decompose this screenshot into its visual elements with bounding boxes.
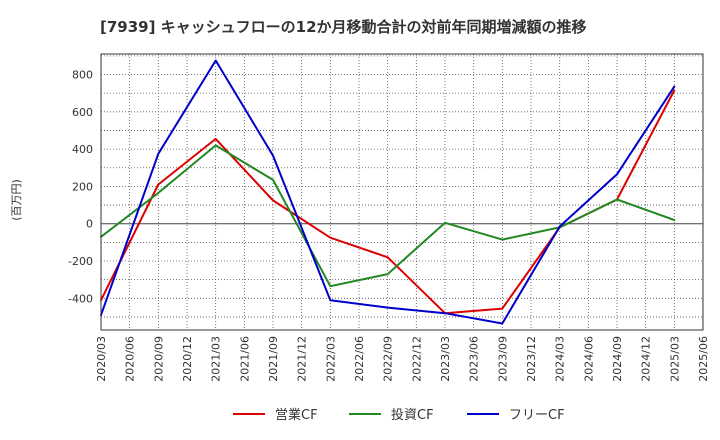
x-tick-label: 2024/12 bbox=[640, 336, 653, 382]
legend: 営業CF 投資CF フリーCF bbox=[233, 407, 565, 423]
legend-label: 営業CF bbox=[275, 407, 318, 423]
y-tick-label: 800 bbox=[72, 69, 93, 82]
x-tick-label: 2021/06 bbox=[238, 336, 251, 382]
x-tick-label: 2023/09 bbox=[496, 336, 509, 382]
x-tick-label: 2023/06 bbox=[468, 336, 481, 382]
y-tick-label: 400 bbox=[72, 143, 93, 156]
x-tick-label: 2020/09 bbox=[152, 336, 165, 382]
x-tick-label: 2021/03 bbox=[210, 336, 223, 382]
horizontal-grid bbox=[101, 55, 703, 318]
x-tick-label: 2022/03 bbox=[324, 336, 337, 382]
y-tick-label: 0 bbox=[86, 218, 93, 231]
x-tick-label: 2020/03 bbox=[95, 336, 108, 382]
x-tick-label: 2022/09 bbox=[382, 336, 395, 382]
y-tick-labels: -400 -200 0 200 400 600 800 bbox=[68, 69, 93, 306]
vertical-grid bbox=[129, 54, 675, 330]
x-tick-labels: 2020/03 2020/06 2020/09 2020/12 2021/03 2021/… bbox=[95, 336, 710, 382]
x-tick-label: 2024/03 bbox=[554, 336, 567, 382]
x-tick-label: 2023/12 bbox=[525, 336, 538, 382]
y-tick-label: -400 bbox=[68, 292, 93, 305]
x-tick-label: 2021/09 bbox=[267, 336, 280, 382]
x-tick-label: 2024/09 bbox=[611, 336, 624, 382]
x-tick-label: 2023/03 bbox=[439, 336, 452, 382]
y-tick-label: 200 bbox=[72, 180, 93, 193]
plot-area bbox=[101, 54, 703, 330]
y-tick-label: -200 bbox=[68, 255, 93, 268]
legend-label: フリーCF bbox=[509, 408, 565, 423]
x-tick-label: 2025/03 bbox=[668, 336, 681, 382]
x-tick-label: 2020/12 bbox=[181, 336, 194, 382]
x-tick-label: 2020/06 bbox=[124, 336, 137, 382]
chart-title: [7939] キャッシュフローの12か月移動合計の対前年同期増減額の推移 bbox=[100, 18, 587, 36]
x-tick-label: 2022/06 bbox=[353, 336, 366, 382]
series-layer bbox=[100, 59, 676, 325]
series-line bbox=[100, 59, 676, 325]
legend-label: 投資CF bbox=[391, 407, 434, 423]
x-tick-label: 2022/12 bbox=[410, 336, 423, 382]
y-tick-label: 600 bbox=[72, 106, 93, 119]
y-axis-label: (百万円) bbox=[10, 179, 23, 221]
x-tick-label: 2021/12 bbox=[296, 336, 309, 382]
x-tick-label: 2025/06 bbox=[697, 336, 710, 382]
series-line bbox=[100, 144, 676, 288]
plot-frame bbox=[100, 53, 704, 331]
x-tick-label: 2024/06 bbox=[582, 336, 595, 382]
